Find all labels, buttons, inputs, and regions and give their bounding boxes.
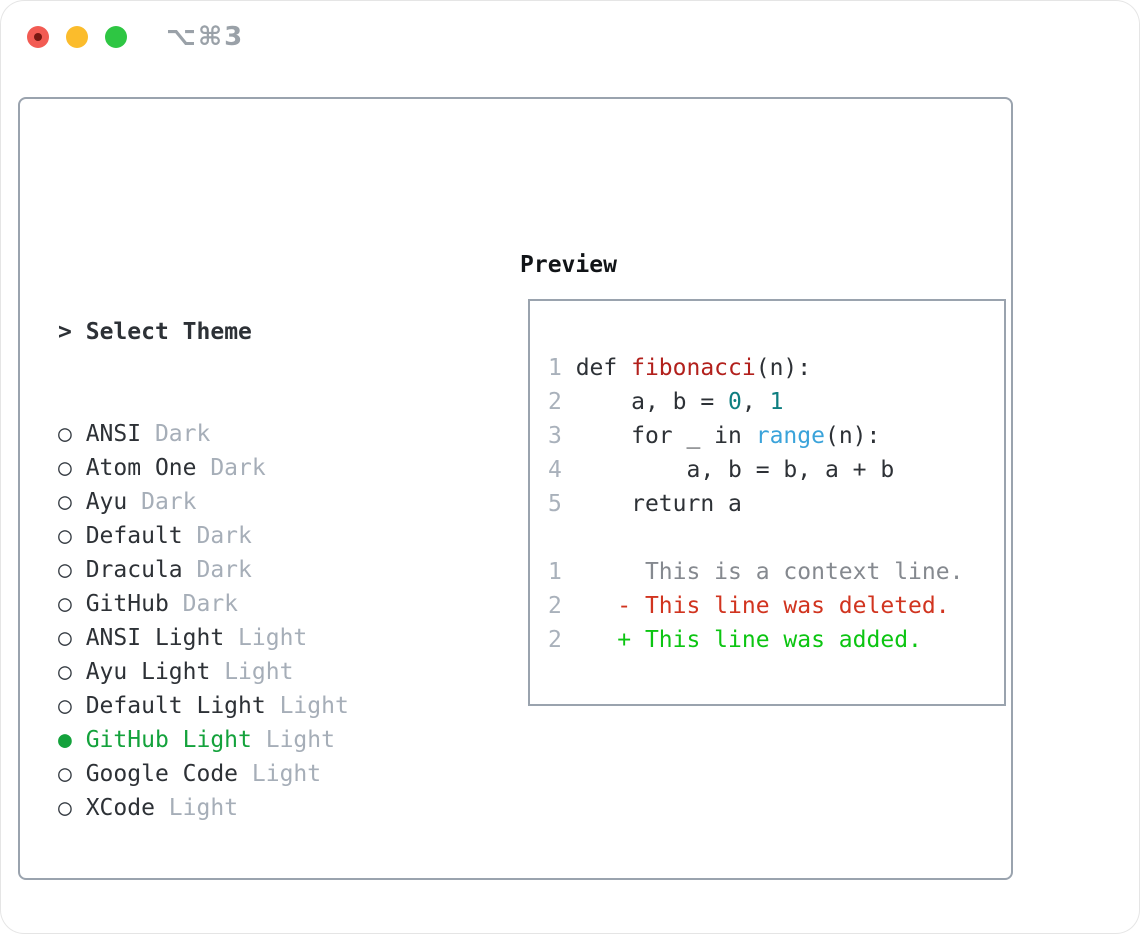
theme-variant: Dark [182, 557, 252, 583]
theme-item-ansi-light[interactable]: ○ ANSI Light Light [58, 621, 446, 655]
code-token-default: , [741, 389, 770, 415]
line-number: 2 [548, 593, 576, 619]
diff-line: 2 + This line was added. [548, 623, 963, 657]
theme-name: Dracula [71, 557, 183, 583]
selector-column: > Select Theme ○ ANSI Dark ○ Atom One Dar… [58, 247, 446, 934]
theme-item-github[interactable]: ○ GitHub Dark [58, 587, 446, 621]
radio-unselected-icon: ○ [58, 693, 72, 719]
theme-list: ○ ANSI Dark ○ Atom One Dark ○ Ayu Dark ○ De… [58, 417, 446, 825]
line-number: 2 [548, 627, 576, 653]
code-line: 4 a, b = b, a + b [548, 453, 963, 487]
radio-unselected-icon: ○ [58, 625, 72, 651]
theme-variant: Dark [196, 455, 266, 481]
theme-name: Ayu Light [71, 659, 211, 685]
line-number: 2 [548, 389, 576, 415]
theme-item-ansi[interactable]: ○ ANSI Dark [58, 417, 446, 451]
window-shortcut-label: ⌥⌘3 [166, 22, 245, 52]
theme-item-atom-one[interactable]: ○ Atom One Dark [58, 451, 446, 485]
theme-variant: Light [224, 625, 308, 651]
code-line: 3 for _ in range(n): [548, 419, 963, 453]
theme-item-default[interactable]: ○ Default Dark [58, 519, 446, 553]
code-token-default: def [575, 355, 632, 381]
code-token-default: for _ in [575, 423, 756, 449]
theme-name: GitHub [71, 591, 169, 617]
theme-name: Atom One [71, 455, 197, 481]
line-number: 5 [548, 491, 576, 517]
code-line: 5 return a [548, 487, 963, 521]
theme-item-google-code[interactable]: ○ Google Code Light [58, 757, 446, 791]
code-line: 2 a, b = 0, 1 [548, 385, 963, 419]
theme-variant: Dark [141, 421, 211, 447]
theme-item-github-light[interactable]: ● GitHub Light Light [58, 723, 446, 757]
radio-unselected-icon: ○ [58, 421, 72, 447]
preview-header: Preview [520, 252, 617, 278]
code-token-added: + This line was added. [575, 627, 922, 653]
line-number: 1 [548, 355, 576, 381]
code-line: 1 def fibonacci(n): [548, 351, 963, 385]
radio-unselected-icon: ○ [58, 591, 72, 617]
radio-unselected-icon: ○ [58, 523, 72, 549]
code-token-builtin: range [755, 423, 825, 449]
radio-selected-icon: ● [58, 727, 72, 753]
code-token-number: 1 [769, 389, 784, 415]
close-button[interactable] [27, 26, 49, 48]
radio-unselected-icon: ○ [58, 659, 72, 685]
theme-variant: Dark [127, 489, 197, 515]
code-token-default: a, b = [575, 389, 729, 415]
code-token-number: 0 [728, 389, 742, 415]
theme-name: Ayu [71, 489, 128, 515]
diff-line: 2 - This line was deleted. [548, 589, 963, 623]
diff-line: 1 This is a context line. [548, 555, 963, 589]
theme-item-dracula[interactable]: ○ Dracula Dark [58, 553, 446, 587]
theme-variant: Light [210, 659, 294, 685]
theme-name: ANSI [71, 421, 142, 447]
theme-variant: Light [265, 693, 349, 719]
theme-name: XCode [71, 795, 155, 821]
theme-variant: Light [238, 761, 322, 787]
theme-name: ANSI Light [71, 625, 225, 651]
code-token-context: This is a context line. [575, 559, 964, 585]
theme-variant: Light [154, 795, 239, 821]
code-token-default: (n): [755, 355, 812, 381]
theme-item-ayu-light[interactable]: ○ Ayu Light Light [58, 655, 446, 689]
line-number: 1 [548, 559, 576, 585]
theme-name: Google Code [71, 761, 239, 787]
code-token-default: return a [575, 491, 742, 517]
theme-name: Default Light [71, 693, 266, 719]
theme-item-xcode[interactable]: ○ XCode Light [58, 791, 446, 825]
code-token-deleted: - This line was deleted. [575, 593, 950, 619]
prompt-icon: > [58, 319, 72, 345]
radio-unselected-icon: ○ [58, 489, 72, 515]
code-token-default: (n): [824, 423, 881, 449]
titlebar: ⌥⌘3 [0, 0, 1140, 70]
radio-unselected-icon: ○ [58, 795, 72, 821]
radio-unselected-icon: ○ [58, 455, 72, 481]
theme-variant: Light [251, 727, 335, 753]
zoom-button[interactable] [105, 26, 127, 48]
minimize-button[interactable] [66, 26, 88, 48]
select-theme-header: > Select Theme [58, 319, 252, 345]
radio-unselected-icon: ○ [58, 761, 72, 787]
theme-name: Default [71, 523, 183, 549]
theme-item-default-light[interactable]: ○ Default Light Light [58, 689, 446, 723]
theme-item-ayu[interactable]: ○ Ayu Dark [58, 485, 446, 519]
theme-name: GitHub Light [71, 727, 252, 753]
radio-unselected-icon: ○ [58, 557, 72, 583]
theme-picker-panel: > Select Theme ○ ANSI Dark ○ Atom One Dar… [18, 97, 1013, 880]
line-number: 4 [548, 457, 576, 483]
code-token-function: fibonacci [631, 355, 756, 381]
code-token-default: a, b = b, a + b [575, 457, 895, 483]
theme-variant: Dark [168, 591, 239, 617]
theme-variant: Dark [182, 523, 252, 549]
line-number: 3 [548, 423, 576, 449]
close-button-dot [34, 33, 42, 41]
